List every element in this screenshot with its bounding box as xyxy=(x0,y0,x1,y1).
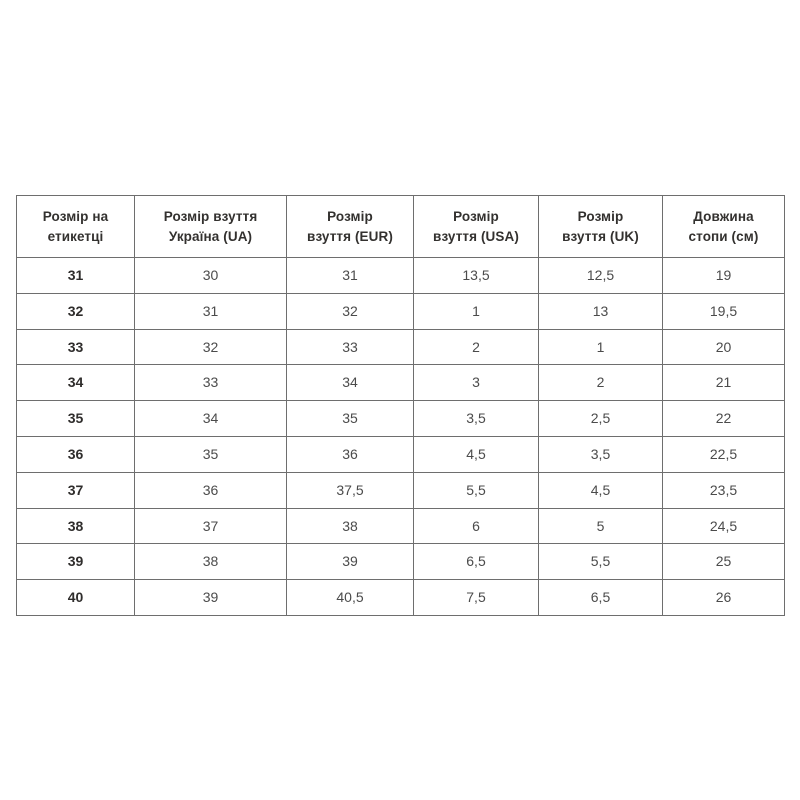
cell-label-size: 31 xyxy=(16,257,135,294)
cell-usa-size: 4,5 xyxy=(413,435,539,473)
cell-uk-size: 12,5 xyxy=(538,257,663,294)
cell-eur-size: 35 xyxy=(286,400,414,437)
cell-foot-length: 20 xyxy=(662,328,785,366)
cell-eur-size: 31 xyxy=(286,257,414,294)
cell-usa-size: 6,5 xyxy=(413,543,539,581)
cell-ua-size: 34 xyxy=(134,400,287,437)
column-header-label-size: Розмір на етикетці xyxy=(16,195,135,258)
header-line-2: Україна (UA) xyxy=(168,228,253,244)
cell-label-size: 39 xyxy=(16,543,135,581)
header-row: Розмір на етикетці Розмір взуття Україна… xyxy=(16,195,785,258)
header-line-1: Розмір xyxy=(327,209,373,225)
cell-foot-length: 25 xyxy=(662,543,785,581)
cell-eur-size: 39 xyxy=(286,543,414,581)
header-line-2: стопи (см) xyxy=(688,228,759,244)
table-body: 31 30 31 13,5 12,5 19 32 31 32 1 13 19,5… xyxy=(16,257,785,616)
cell-ua-size: 35 xyxy=(134,435,287,473)
cell-foot-length: 24,5 xyxy=(662,507,785,545)
table-row: 34 33 34 3 2 21 xyxy=(16,364,785,402)
table-row: 35 34 35 3,5 2,5 22 xyxy=(16,400,785,437)
table-row: 31 30 31 13,5 12,5 19 xyxy=(16,257,785,294)
cell-usa-size: 5,5 xyxy=(413,471,539,509)
cell-uk-size: 4,5 xyxy=(538,471,663,509)
cell-eur-size: 38 xyxy=(286,507,414,545)
header-line-1: Розмір xyxy=(577,209,624,225)
cell-eur-size: 36 xyxy=(286,435,414,473)
cell-usa-size: 13,5 xyxy=(413,257,539,294)
cell-label-size: 34 xyxy=(16,364,135,402)
header-line-2: взуття (USA) xyxy=(433,228,519,244)
cell-label-size: 38 xyxy=(16,507,135,545)
size-table-container: Розмір на етикетці Розмір взуття Україна… xyxy=(16,195,785,616)
table-row: 32 31 32 1 13 19,5 xyxy=(16,292,785,330)
table-row: 36 35 36 4,5 3,5 22,5 xyxy=(16,435,785,473)
column-header-foot-length: Довжина стопи (см) xyxy=(662,195,785,258)
cell-usa-size: 3,5 xyxy=(413,400,539,437)
cell-foot-length: 19 xyxy=(662,257,785,294)
table-row: 37 36 37,5 5,5 4,5 23,5 xyxy=(16,471,785,509)
cell-uk-size: 1 xyxy=(538,328,663,366)
cell-label-size: 40 xyxy=(16,579,135,616)
cell-foot-length: 22 xyxy=(662,400,785,437)
cell-foot-length: 26 xyxy=(662,579,785,616)
cell-usa-size: 7,5 xyxy=(413,579,539,616)
cell-uk-size: 5,5 xyxy=(538,543,663,581)
cell-uk-size: 3,5 xyxy=(538,435,663,473)
cell-usa-size: 6 xyxy=(413,507,539,545)
header-line-1: Розмір xyxy=(453,209,499,225)
header-line-1: Розмір взуття xyxy=(163,209,258,225)
column-header-usa-size: Розмір взуття (USA) xyxy=(413,195,539,258)
header-line-1: Довжина xyxy=(693,209,754,225)
table-row: 33 32 33 2 1 20 xyxy=(16,328,785,366)
cell-label-size: 36 xyxy=(16,435,135,473)
cell-ua-size: 32 xyxy=(134,328,287,366)
cell-foot-length: 22,5 xyxy=(662,435,785,473)
shoe-size-conversion-table: Розмір на етикетці Розмір взуття Україна… xyxy=(16,195,785,616)
cell-usa-size: 3 xyxy=(413,364,539,402)
column-header-ua-size: Розмір взуття Україна (UA) xyxy=(134,195,287,258)
cell-ua-size: 30 xyxy=(134,257,287,294)
cell-foot-length: 23,5 xyxy=(662,471,785,509)
cell-usa-size: 2 xyxy=(413,328,539,366)
cell-uk-size: 6,5 xyxy=(538,579,663,616)
cell-eur-size: 40,5 xyxy=(286,579,414,616)
cell-foot-length: 19,5 xyxy=(662,292,785,330)
column-header-uk-size: Розмір взуття (UK) xyxy=(538,195,663,258)
table-row: 39 38 39 6,5 5,5 25 xyxy=(16,543,785,581)
table-row: 38 37 38 6 5 24,5 xyxy=(16,507,785,545)
column-header-eur-size: Розмір взуття (EUR) xyxy=(286,195,414,258)
cell-foot-length: 21 xyxy=(662,364,785,402)
cell-eur-size: 34 xyxy=(286,364,414,402)
table-row: 40 39 40,5 7,5 6,5 26 xyxy=(16,579,785,616)
cell-label-size: 33 xyxy=(16,328,135,366)
cell-eur-size: 32 xyxy=(286,292,414,330)
cell-label-size: 35 xyxy=(16,400,135,437)
cell-label-size: 32 xyxy=(16,292,135,330)
cell-eur-size: 37,5 xyxy=(286,471,414,509)
cell-ua-size: 33 xyxy=(134,364,287,402)
cell-usa-size: 1 xyxy=(413,292,539,330)
cell-ua-size: 36 xyxy=(134,471,287,509)
cell-uk-size: 13 xyxy=(538,292,663,330)
cell-uk-size: 5 xyxy=(538,507,663,545)
table-header: Розмір на етикетці Розмір взуття Україна… xyxy=(16,195,785,258)
header-line-2: взуття (UK) xyxy=(562,228,639,244)
cell-ua-size: 37 xyxy=(134,507,287,545)
cell-uk-size: 2 xyxy=(538,364,663,402)
cell-ua-size: 31 xyxy=(134,292,287,330)
header-line-2: взуття (EUR) xyxy=(307,228,393,244)
cell-ua-size: 38 xyxy=(134,543,287,581)
header-line-1: Розмір на xyxy=(42,209,109,225)
cell-eur-size: 33 xyxy=(286,328,414,366)
cell-ua-size: 39 xyxy=(134,579,287,616)
header-line-2: етикетці xyxy=(47,228,104,244)
cell-label-size: 37 xyxy=(16,471,135,509)
cell-uk-size: 2,5 xyxy=(538,400,663,437)
